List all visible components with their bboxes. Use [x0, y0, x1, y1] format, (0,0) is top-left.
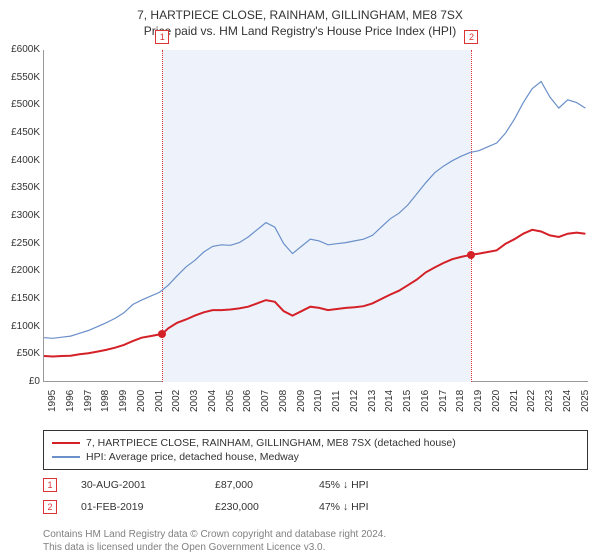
x-tick-label: 1996: [65, 390, 76, 412]
x-tick-label: 2016: [420, 390, 431, 412]
y-tick-label: £200K: [0, 265, 40, 276]
legend-row-property: 7, HARTPIECE CLOSE, RAINHAM, GILLINGHAM,…: [52, 436, 579, 450]
x-tick-label: 2000: [136, 390, 147, 412]
x-tick-label: 1997: [83, 390, 94, 412]
x-tick-label: 2002: [171, 390, 182, 412]
sale-diff-1: 45% ↓ HPI: [319, 479, 369, 491]
x-tick-label: 2023: [544, 390, 555, 412]
y-tick-label: £50K: [0, 348, 40, 359]
x-tick-label: 2021: [509, 390, 520, 412]
x-tick-label: 2022: [526, 390, 537, 412]
sale-marker-1: 1: [43, 478, 57, 492]
x-tick-label: 2010: [313, 390, 324, 412]
x-tick-label: 2004: [207, 390, 218, 412]
chart-title: 7, HARTPIECE CLOSE, RAINHAM, GILLINGHAM,…: [0, 0, 600, 22]
chart-container: 7, HARTPIECE CLOSE, RAINHAM, GILLINGHAM,…: [0, 0, 600, 560]
chart-plot-area: 1 2: [43, 50, 588, 382]
sale-date-1: 30-AUG-2001: [81, 479, 191, 491]
legend-series: 7, HARTPIECE CLOSE, RAINHAM, GILLINGHAM,…: [43, 430, 588, 470]
x-tick-label: 2003: [189, 390, 200, 412]
sale-diff-2: 47% ↓ HPI: [319, 501, 369, 513]
sale-dot-2: [467, 251, 475, 259]
chart-subtitle: Price paid vs. HM Land Registry's House …: [0, 22, 600, 38]
y-tick-label: £250K: [0, 238, 40, 249]
y-tick-label: £600K: [0, 44, 40, 55]
x-tick-label: 2008: [278, 390, 289, 412]
sale-price-1: £87,000: [215, 479, 295, 491]
y-tick-label: £100K: [0, 321, 40, 332]
marker-box-1: 1: [155, 30, 169, 44]
y-tick-label: £450K: [0, 127, 40, 138]
x-tick-label: 2025: [580, 390, 591, 412]
x-tick-label: 2019: [473, 390, 484, 412]
x-tick-label: 2011: [331, 390, 342, 412]
x-tick-label: 2014: [384, 390, 395, 412]
x-tick-label: 2020: [491, 390, 502, 412]
y-tick-label: £400K: [0, 155, 40, 166]
legend-box: 7, HARTPIECE CLOSE, RAINHAM, GILLINGHAM,…: [43, 430, 588, 514]
x-tick-label: 1995: [47, 390, 58, 412]
legend-label-property: 7, HARTPIECE CLOSE, RAINHAM, GILLINGHAM,…: [86, 437, 456, 449]
sale-row-2: 2 01-FEB-2019 £230,000 47% ↓ HPI: [43, 492, 588, 514]
legend-swatch-property: [52, 442, 80, 444]
attribution: Contains HM Land Registry data © Crown c…: [43, 529, 386, 554]
legend-row-hpi: HPI: Average price, detached house, Medw…: [52, 450, 579, 464]
sale-marker-2: 2: [43, 500, 57, 514]
x-tick-label: 2015: [402, 390, 413, 412]
x-tick-label: 1998: [100, 390, 111, 412]
x-tick-label: 2017: [438, 390, 449, 412]
x-tick-label: 2012: [349, 390, 360, 412]
sale-dot-1: [158, 330, 166, 338]
sale-date-2: 01-FEB-2019: [81, 501, 191, 513]
x-tick-label: 2007: [260, 390, 271, 412]
property-series-line: [44, 230, 585, 357]
sale-row-1: 1 30-AUG-2001 £87,000 45% ↓ HPI: [43, 470, 588, 492]
legend-swatch-hpi: [52, 456, 80, 458]
y-tick-label: £0: [0, 376, 40, 387]
y-tick-label: £550K: [0, 72, 40, 83]
hpi-series-line: [44, 82, 585, 339]
y-tick-label: £300K: [0, 210, 40, 221]
x-tick-label: 2006: [242, 390, 253, 412]
chart-svg: [44, 50, 589, 382]
legend-label-hpi: HPI: Average price, detached house, Medw…: [86, 451, 299, 463]
sale-price-2: £230,000: [215, 501, 295, 513]
marker-box-2: 2: [464, 30, 478, 44]
y-tick-label: £350K: [0, 182, 40, 193]
x-tick-label: 2024: [562, 390, 573, 412]
x-tick-label: 2018: [455, 390, 466, 412]
attribution-line1: Contains HM Land Registry data © Crown c…: [43, 529, 386, 540]
x-tick-label: 2013: [367, 390, 378, 412]
x-tick-label: 1999: [118, 390, 129, 412]
attribution-line2: This data is licensed under the Open Gov…: [43, 542, 325, 553]
x-tick-label: 2005: [225, 390, 236, 412]
x-tick-label: 2009: [296, 390, 307, 412]
y-tick-label: £150K: [0, 293, 40, 304]
x-tick-label: 2001: [154, 390, 165, 412]
y-tick-label: £500K: [0, 99, 40, 110]
